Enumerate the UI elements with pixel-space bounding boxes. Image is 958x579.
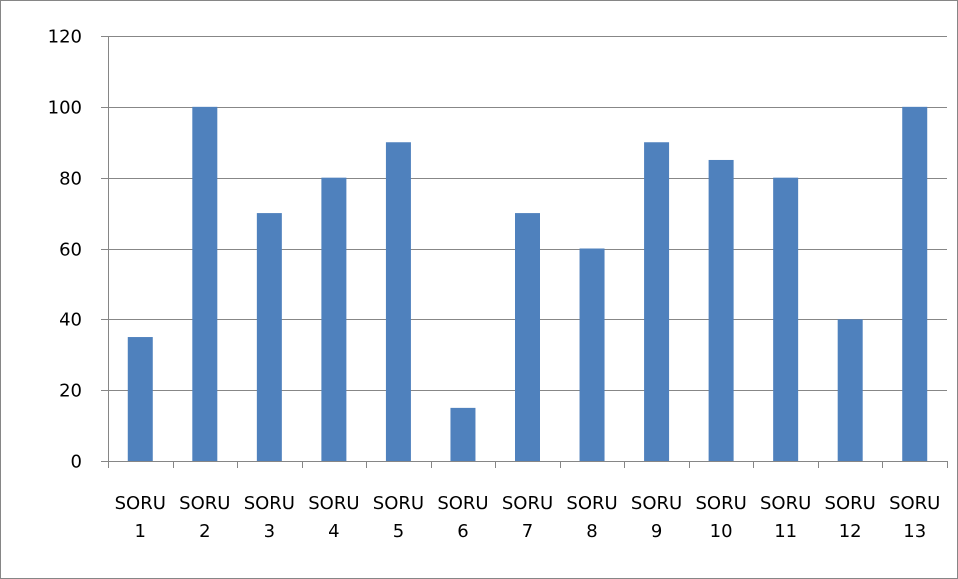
x-tick-label-1: SORU 1	[115, 493, 166, 542]
bar-13	[902, 106, 928, 461]
bar-1	[127, 337, 153, 461]
bar-7	[515, 213, 540, 461]
x-tick-label-9: SORU 9	[631, 493, 682, 542]
x-tick-label-2-line-1: SORU	[179, 493, 230, 514]
bar-10	[708, 159, 734, 462]
bar-5	[385, 142, 411, 461]
x-tick-label-11: SORU 11	[760, 493, 811, 542]
bar-4	[321, 177, 347, 461]
x-tick-label-5: SORU 5	[373, 493, 424, 542]
x-tick-label-9-line-1: SORU	[631, 493, 682, 514]
x-tick-label-6: SORU 6	[437, 493, 488, 542]
x-tick-label-10-line-1: SORU	[695, 493, 746, 514]
bars	[127, 106, 928, 462]
x-tick-label-2: SORU 2	[179, 493, 230, 542]
x-tick-labels: SORU 1 SORU 2 SORU 3 SORU 4 SORU 5 SORU 6 SORU 7 SORU 8…	[115, 493, 941, 542]
bar-2	[192, 106, 218, 461]
y-tick-label-40: 40	[59, 310, 82, 331]
x-tick-label-7-line-2: 7	[522, 521, 533, 542]
x-tick-label-12-line-2: 12	[839, 521, 862, 542]
bar-6	[450, 407, 476, 461]
x-tick-label-3-line-2: 3	[264, 521, 275, 542]
bar-12	[837, 319, 863, 461]
y-tick-label-60: 60	[59, 240, 82, 261]
x-tick-label-8: SORU 8	[566, 493, 617, 542]
x-tick-label-12-line-1: SORU	[825, 493, 876, 514]
y-tick-label-120: 120	[48, 27, 82, 48]
x-tick-label-7: SORU 7	[502, 493, 553, 542]
bar-8	[579, 248, 605, 461]
gridlines	[108, 36, 947, 391]
x-tick-label-4: SORU 4	[308, 493, 359, 542]
x-tick-label-6-line-2: 6	[457, 521, 468, 542]
x-tick-label-6-line-1: SORU	[437, 493, 488, 514]
x-tick-label-2-line-2: 2	[199, 521, 210, 542]
y-tick-label-20: 20	[59, 381, 82, 402]
x-tick-label-9-line-2: 9	[651, 521, 662, 542]
bar-3	[256, 213, 282, 461]
x-tick-label-12: SORU 12	[825, 493, 876, 542]
y-tick-labels: 0 20 40 60 80 100 120	[48, 27, 82, 473]
x-tick-label-10-line-2: 10	[710, 521, 733, 542]
x-tick-label-11-line-1: SORU	[760, 493, 811, 514]
x-tick-label-3: SORU 3	[244, 493, 295, 542]
bar-11	[773, 177, 799, 461]
y-tick-label-0: 0	[71, 452, 82, 473]
x-tick-label-8-line-2: 8	[586, 521, 597, 542]
y-tick-label-80: 80	[59, 169, 82, 190]
x-tick-label-7-line-1: SORU	[502, 493, 553, 514]
axes	[101, 36, 948, 468]
x-tick-label-10: SORU 10	[695, 493, 746, 542]
bar-9	[644, 142, 670, 461]
x-tick-label-13-line-1: SORU	[889, 493, 940, 514]
x-tick-label-13: SORU 13	[889, 493, 940, 542]
x-tick-label-5-line-2: 5	[393, 521, 404, 542]
x-tick-label-13-line-2: 13	[903, 521, 926, 542]
x-tick-label-4-line-1: SORU	[308, 493, 359, 514]
y-tick-label-100: 100	[48, 98, 82, 119]
x-tick-label-4-line-2: 4	[328, 521, 339, 542]
x-tick-label-1-line-2: 1	[135, 521, 146, 542]
x-tick-label-3-line-1: SORU	[244, 493, 295, 514]
x-tick-label-8-line-1: SORU	[566, 493, 617, 514]
x-tick-label-1-line-1: SORU	[115, 493, 166, 514]
x-tick-label-11-line-2: 11	[774, 521, 797, 542]
x-tick-label-5-line-1: SORU	[373, 493, 424, 514]
